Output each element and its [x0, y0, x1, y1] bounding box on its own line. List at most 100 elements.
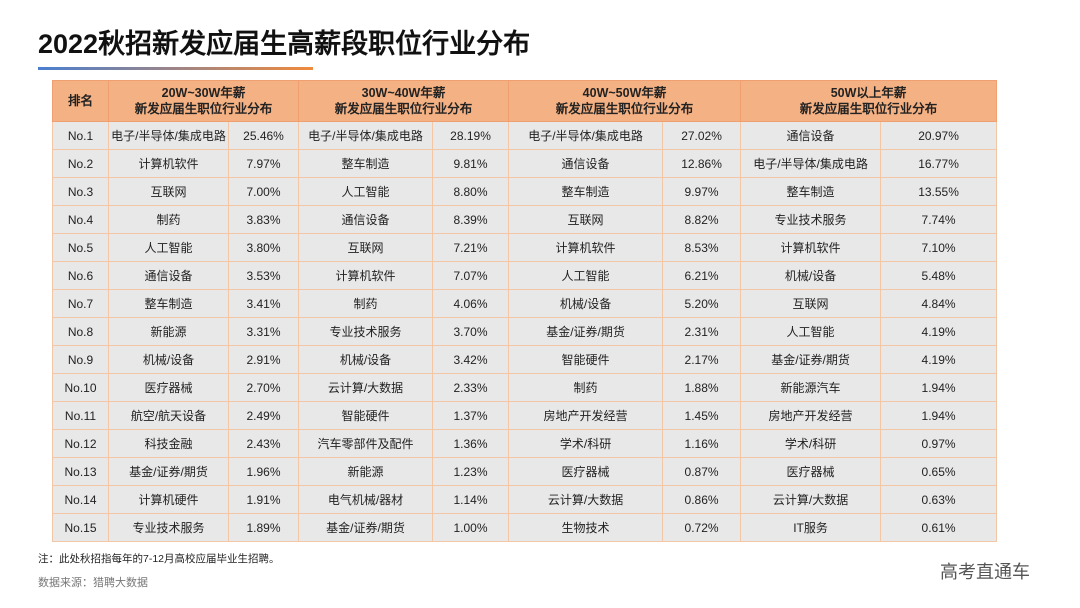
- rank-header: 排名: [52, 80, 109, 122]
- rank-cell: No.1: [52, 121, 109, 150]
- share-cell: 2.43%: [227, 429, 300, 458]
- industry-cell: 制药: [108, 205, 229, 234]
- industry-cell: 医疗器械: [108, 373, 229, 402]
- share-cell: 0.72%: [662, 513, 742, 542]
- share-cell: 7.97%: [227, 149, 300, 178]
- watermark: 高考直通车: [940, 562, 1030, 582]
- industry-cell: 汽车零部件及配件: [298, 429, 434, 458]
- share-cell: 1.16%: [662, 429, 742, 458]
- industry-cell: 学术/科研: [508, 429, 664, 458]
- industry-cell: 互联网: [740, 289, 882, 318]
- industry-cell: 电子/半导体/集成电路: [508, 121, 664, 150]
- share-cell: 12.86%: [662, 149, 742, 178]
- table-row: No.12 科技金融 2.43% 汽车零部件及配件 1.36% 学术/科研 1.16% 学术/…: [52, 429, 998, 458]
- share-cell: 9.81%: [432, 149, 510, 178]
- industry-cell: 智能硬件: [508, 345, 664, 374]
- share-cell: 0.63%: [880, 485, 998, 514]
- industry-cell: 通信设备: [508, 149, 664, 178]
- industry-cell: 机械/设备: [108, 345, 229, 374]
- group-header-line: 新发应届生职位行业分布: [799, 102, 938, 116]
- ranking-table: 排名 20W~30W年薪 新发应届生职位行业分布 30W~40W年薪 新发应届生职位行业…: [52, 80, 998, 542]
- table-row: No.5 人工智能 3.80% 互联网 7.21% 计算机软件 8.53% 计算机软件 7.10…: [52, 233, 998, 262]
- share-cell: 0.61%: [880, 513, 998, 542]
- rank-cell: No.3: [52, 177, 109, 206]
- group-header-line: 40W~50W年薪: [582, 86, 667, 100]
- table-row: No.9 机械/设备 2.91% 机械/设备 3.42% 智能硬件 2.17% 基金/证券/期…: [52, 345, 998, 374]
- industry-cell: 人工智能: [298, 177, 434, 206]
- industry-cell: 智能硬件: [298, 401, 434, 430]
- industry-cell: 整车制造: [508, 177, 664, 206]
- share-cell: 3.70%: [432, 317, 510, 346]
- share-cell: 0.87%: [662, 457, 742, 486]
- share-cell: 2.31%: [662, 317, 742, 346]
- industry-cell: 计算机硬件: [108, 485, 229, 514]
- rank-cell: No.4: [52, 205, 109, 234]
- industry-cell: 制药: [298, 289, 434, 318]
- share-cell: 8.39%: [432, 205, 510, 234]
- share-cell: 1.45%: [662, 401, 742, 430]
- share-cell: 2.70%: [227, 373, 300, 402]
- table-row: No.10 医疗器械 2.70% 云计算/大数据 2.33% 制药 1.88% 新能源汽车 1.…: [52, 373, 998, 402]
- industry-cell: 电气机械/器材: [298, 485, 434, 514]
- share-cell: 1.88%: [662, 373, 742, 402]
- industry-cell: 云计算/大数据: [740, 485, 882, 514]
- rank-cell: No.2: [52, 149, 109, 178]
- industry-cell: 基金/证券/期货: [108, 457, 229, 486]
- table-row: No.8 新能源 3.31% 专业技术服务 3.70% 基金/证券/期货 2.31% 人工智能…: [52, 317, 998, 346]
- share-cell: 7.10%: [880, 233, 998, 262]
- table-row: No.13 基金/证券/期货 1.96% 新能源 1.23% 医疗器械 0.87% 医疗器械 0…: [52, 457, 998, 486]
- industry-cell: 学术/科研: [740, 429, 882, 458]
- industry-cell: 云计算/大数据: [298, 373, 434, 402]
- share-cell: 4.06%: [432, 289, 510, 318]
- table-row: No.3 互联网 7.00% 人工智能 8.80% 整车制造 9.97% 整车制造 13.55%: [52, 177, 998, 206]
- industry-cell: 房地产开发经营: [740, 401, 882, 430]
- table-body: No.1 电子/半导体/集成电路 25.46% 电子/半导体/集成电路 28.19% 电子…: [52, 121, 998, 542]
- group-header-line: 20W~30W年薪: [161, 86, 246, 100]
- share-cell: 5.20%: [662, 289, 742, 318]
- industry-cell: 基金/证券/期货: [298, 513, 434, 542]
- table-row: No.11 航空/航天设备 2.49% 智能硬件 1.37% 房地产开发经营 1.45% 房地…: [52, 401, 998, 430]
- table-row: No.6 通信设备 3.53% 计算机软件 7.07% 人工智能 6.21% 机械/设备 5.4…: [52, 261, 998, 290]
- share-cell: 1.91%: [227, 485, 300, 514]
- industry-cell: 专业技术服务: [108, 513, 229, 542]
- share-cell: 13.55%: [880, 177, 998, 206]
- share-cell: 2.17%: [662, 345, 742, 374]
- group-header: 20W~30W年薪 新发应届生职位行业分布: [107, 80, 300, 122]
- share-cell: 7.00%: [227, 177, 300, 206]
- industry-cell: 计算机软件: [508, 233, 664, 262]
- rank-cell: No.13: [52, 457, 109, 486]
- share-cell: 28.19%: [432, 121, 510, 150]
- share-cell: 7.74%: [880, 205, 998, 234]
- source: 数据来源：猎聘大数据: [38, 577, 148, 589]
- share-cell: 1.96%: [227, 457, 300, 486]
- group-header: 50W以上年薪 新发应届生职位行业分布: [740, 80, 998, 122]
- share-cell: 4.19%: [880, 345, 998, 374]
- note: 注：此处秋招指每年的7-12月高校应届毕业生招聘。: [38, 553, 280, 565]
- rank-cell: No.11: [52, 401, 109, 430]
- share-cell: 2.49%: [227, 401, 300, 430]
- rank-cell: No.15: [52, 513, 109, 542]
- industry-cell: 机械/设备: [508, 289, 664, 318]
- industry-cell: 航空/航天设备: [108, 401, 229, 430]
- industry-cell: 机械/设备: [298, 345, 434, 374]
- group-header: 40W~50W年薪 新发应届生职位行业分布: [508, 80, 742, 122]
- share-cell: 1.37%: [432, 401, 510, 430]
- industry-cell: 互联网: [108, 177, 229, 206]
- header-row: 排名 20W~30W年薪 新发应届生职位行业分布 30W~40W年薪 新发应届生职位行业…: [52, 80, 998, 122]
- industry-cell: 基金/证券/期货: [508, 317, 664, 346]
- industry-cell: 制药: [508, 373, 664, 402]
- share-cell: 5.48%: [880, 261, 998, 290]
- industry-cell: 新能源汽车: [740, 373, 882, 402]
- rank-cell: No.7: [52, 289, 109, 318]
- industry-cell: 房地产开发经营: [508, 401, 664, 430]
- industry-cell: 生物技术: [508, 513, 664, 542]
- title: 2022秋招新发应届生高薪段职位行业分布: [38, 29, 531, 59]
- share-cell: 7.21%: [432, 233, 510, 262]
- share-cell: 3.31%: [227, 317, 300, 346]
- share-cell: 1.94%: [880, 401, 998, 430]
- share-cell: 0.97%: [880, 429, 998, 458]
- share-cell: 3.41%: [227, 289, 300, 318]
- industry-cell: 计算机软件: [298, 261, 434, 290]
- share-cell: 20.97%: [880, 121, 998, 150]
